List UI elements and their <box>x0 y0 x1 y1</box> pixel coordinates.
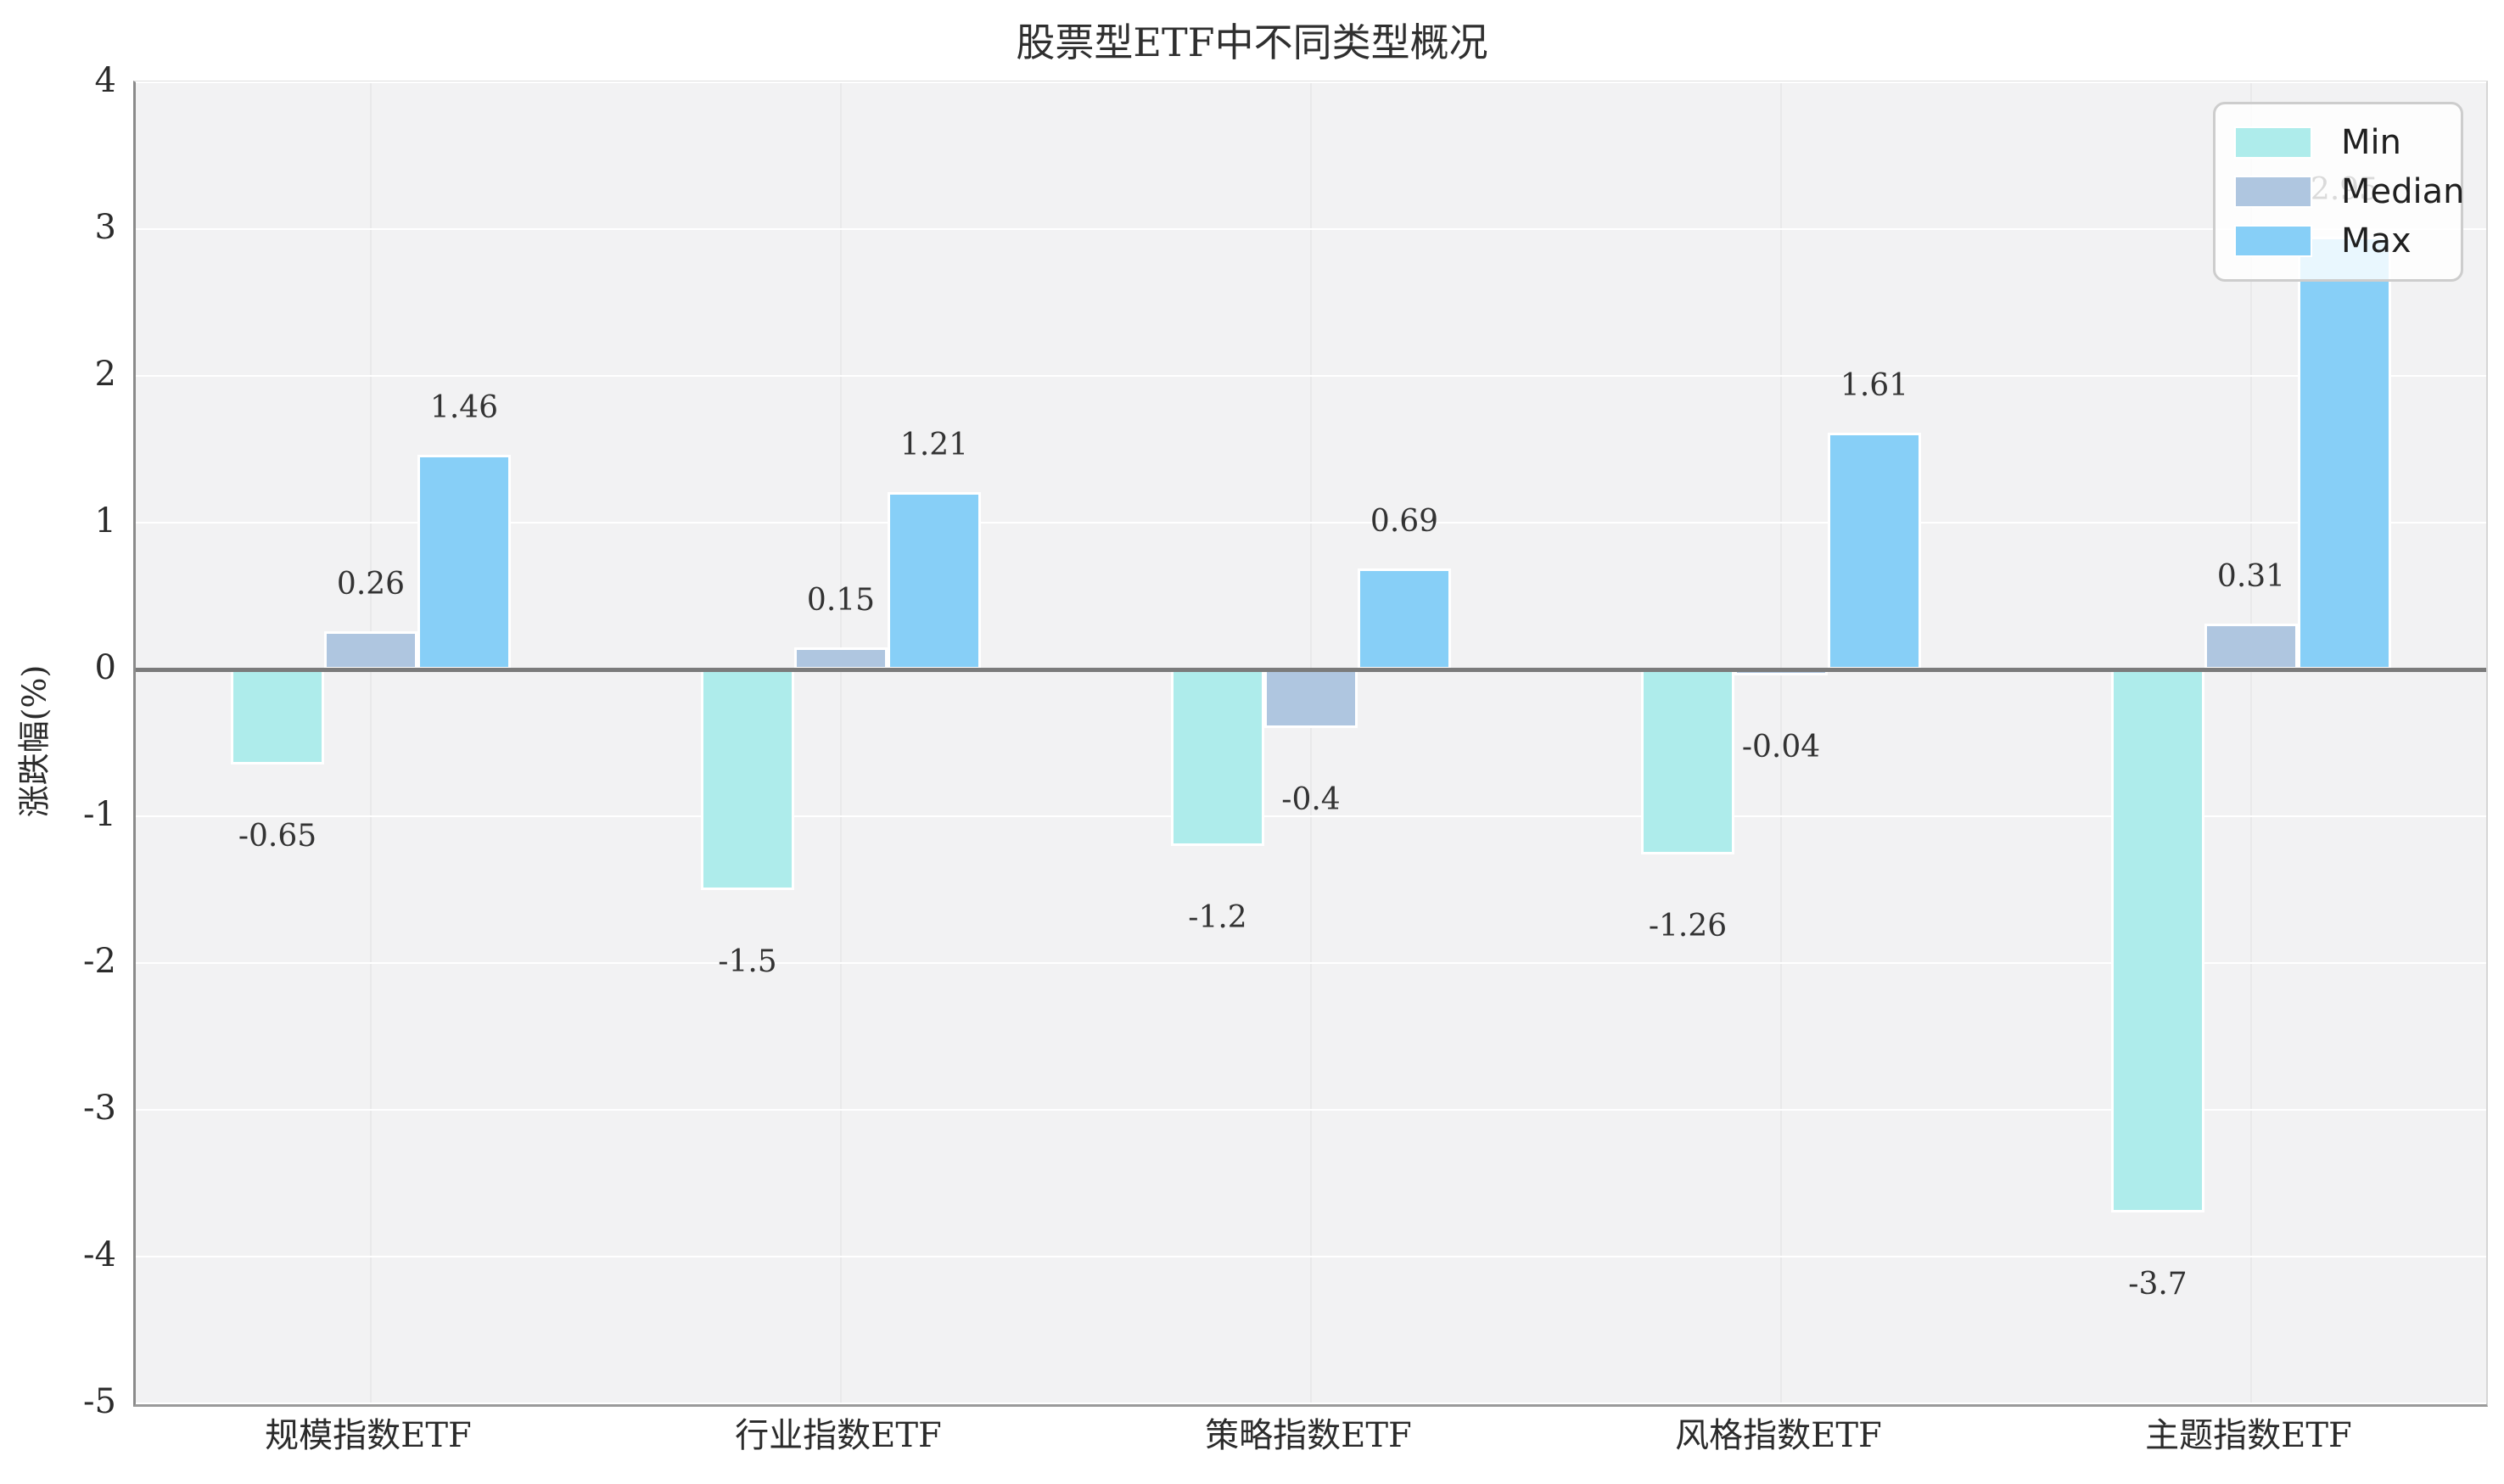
grid-line-x <box>2250 82 2252 1403</box>
y-tick-label: -2 <box>83 942 116 981</box>
x-tick-label: 规模指数ETF <box>265 1416 472 1455</box>
bar-value-label: -0.04 <box>1741 729 1821 764</box>
bar-value-label: -0.65 <box>238 819 317 854</box>
grid-line-x <box>1780 82 1782 1403</box>
bar-value-label: -1.26 <box>1648 908 1728 944</box>
bar-min-4 <box>2111 669 2204 1213</box>
grid-line-y <box>136 815 2486 817</box>
bar-value-label: -1.2 <box>1188 899 1247 935</box>
bar-min-0 <box>231 669 324 765</box>
bar-median-0 <box>324 631 417 669</box>
bar-value-label: 0.15 <box>806 583 876 619</box>
x-tick-label: 风格指数ETF <box>1675 1416 1882 1455</box>
grid-line-y <box>136 228 2486 230</box>
bar-max-3 <box>1828 433 1921 669</box>
legend-swatch-min-icon <box>2234 126 2312 159</box>
bar-min-1 <box>701 669 794 890</box>
bar-median-2 <box>1264 669 1358 729</box>
bar-max-1 <box>888 491 981 669</box>
chart-title: 股票型ETF中不同类型概况 <box>1016 20 1488 65</box>
bar-value-label: 1.46 <box>429 390 499 426</box>
bar-median-1 <box>794 647 888 669</box>
grid-line-x <box>370 82 372 1403</box>
grid-line-y <box>136 375 2486 377</box>
legend-item-max: Max <box>2234 221 2442 260</box>
bar-value-label: 1.21 <box>899 427 969 462</box>
grid-line-x <box>1310 82 1312 1403</box>
bar-median-4 <box>2204 624 2298 669</box>
bar-value-label: -0.4 <box>1281 782 1341 818</box>
bar-value-label: -1.5 <box>718 944 777 979</box>
legend-item-min: Min <box>2234 123 2442 162</box>
legend-item-median: Median <box>2234 172 2465 211</box>
bar-value-label: 1.61 <box>1840 368 1909 404</box>
bar-value-label: -3.7 <box>2128 1267 2187 1302</box>
y-tick-label: 0 <box>94 648 116 687</box>
zero-line <box>136 668 2486 672</box>
y-tick-label: 1 <box>94 501 116 540</box>
grid-line-y <box>136 1109 2486 1111</box>
y-tick-label: -3 <box>83 1089 116 1128</box>
legend-swatch-max-icon <box>2234 225 2312 257</box>
y-tick-label: 4 <box>94 61 116 100</box>
bar-max-2 <box>1358 568 1451 669</box>
grid-line-y <box>136 522 2486 524</box>
x-tick-label: 策略指数ETF <box>1205 1416 1412 1455</box>
bar-value-label: 0.31 <box>2216 559 2286 595</box>
y-tick-label: 2 <box>94 355 116 394</box>
grid-line-x <box>840 82 842 1403</box>
x-tick-label: 主题指数ETF <box>2145 1416 2352 1455</box>
legend-label-min: Min <box>2341 123 2401 162</box>
y-tick-label: -5 <box>83 1382 116 1421</box>
bar-max-4 <box>2298 236 2391 669</box>
bar-value-label: 0.69 <box>1370 503 1439 539</box>
y-tick-label: -4 <box>83 1235 116 1274</box>
bar-value-label: 0.26 <box>336 567 406 602</box>
legend-label-median: Median <box>2341 172 2465 211</box>
bar-max-0 <box>417 455 511 669</box>
plot-area: -0.65 -1.5 -1.2 -1.26 -3.7 0.26 0.15 -0.4 -0.04 0… <box>133 81 2488 1407</box>
legend: Min Median Max <box>2213 102 2465 282</box>
y-tick-label: 3 <box>94 208 116 247</box>
grid-line-y <box>136 81 2486 83</box>
bar-min-2 <box>1171 669 1264 846</box>
legend-label-max: Max <box>2341 221 2412 260</box>
x-tick-label: 行业指数ETF <box>735 1416 942 1455</box>
legend-swatch-median-icon <box>2234 176 2312 208</box>
grid-line-y <box>136 962 2486 964</box>
grid-line-y <box>136 1256 2486 1257</box>
y-tick-label: -1 <box>83 795 116 834</box>
grid-line-y <box>136 1403 2486 1404</box>
